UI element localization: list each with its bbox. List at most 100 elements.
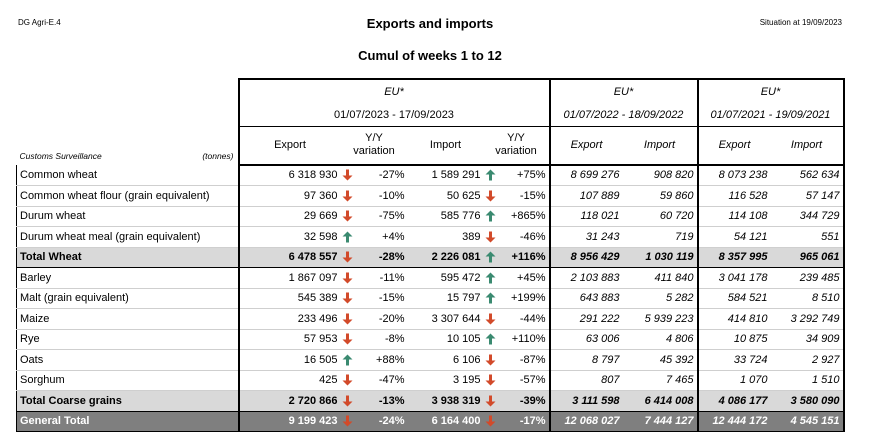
row-name: Durum wheat <box>16 206 239 227</box>
table-row: Maize 233 496 -20% 3 307 644 -44% 291 222 5 93… <box>16 308 845 330</box>
import-2021-value: 344 729 <box>770 206 845 227</box>
arrow-down-icon <box>340 308 355 330</box>
table-row: Durum wheat meal (grain equivalent) 32 59… <box>16 226 845 248</box>
import-value: 6 164 400 <box>407 410 484 432</box>
export-variation: -27% <box>354 164 408 186</box>
col-export-variation: Y/Y variation <box>340 126 408 166</box>
export-variation: -15% <box>354 288 408 309</box>
export-2022-value: 807 <box>549 370 623 391</box>
import-2022-value: 5 282 <box>622 288 699 309</box>
col-import: Import <box>407 126 484 166</box>
export-2022-value: 8 699 276 <box>549 164 623 186</box>
export-2022-value: 118 021 <box>549 206 623 227</box>
export-2022-value: 3 111 598 <box>549 390 623 412</box>
import-2022-value: 908 820 <box>622 164 699 186</box>
row-name: Malt (grain equivalent) <box>16 288 239 309</box>
group-label-2023: EU* <box>237 78 551 103</box>
table-row: Barley 1 867 097 -11% 595 472 +45% 2 103 883 4… <box>16 267 845 289</box>
row-name: Oats <box>16 349 239 371</box>
import-variation: +110% <box>497 329 551 350</box>
table-row: Sorghum 425 -47% 3 195 -57% 807 7 465 1 070 1 51… <box>16 370 845 391</box>
export-variation: +4% <box>354 226 408 248</box>
import-2022-value: 7 465 <box>622 370 699 391</box>
export-variation: -11% <box>354 267 408 289</box>
import-2022-value: 411 840 <box>622 267 699 289</box>
arrow-up-icon <box>483 267 498 289</box>
grand-total-row: General Total 9 199 423 -24% 6 164 400 -17% 1… <box>16 410 845 432</box>
total-row: Total Wheat 6 478 557 -28% 2 226 081 +116% 8 … <box>16 246 845 268</box>
arrow-down-icon <box>340 288 355 309</box>
export-2021-value: 414 810 <box>697 308 771 330</box>
export-variation: -28% <box>354 246 408 268</box>
import-variation: -15% <box>497 185 551 207</box>
export-2021-value: 8 357 995 <box>697 246 771 268</box>
export-value: 1 867 097 <box>237 267 341 289</box>
import-2022-value: 1 030 119 <box>622 246 699 268</box>
period-2021: 01/07/2021 - 19/09/2021 <box>697 103 845 127</box>
unit-label: (tonnes) <box>202 150 234 161</box>
arrow-down-icon <box>340 206 355 227</box>
import-variation: -46% <box>497 226 551 248</box>
import-2021-value: 3 292 749 <box>770 308 845 330</box>
col-import-2021: Import <box>770 126 845 166</box>
import-value: 3 195 <box>407 370 484 391</box>
import-value: 10 105 <box>407 329 484 350</box>
table-row: Durum wheat 29 669 -75% 585 776 +865% 118 021… <box>16 206 845 227</box>
import-2022-value: 7 444 127 <box>622 410 699 432</box>
export-value: 16 505 <box>237 349 341 371</box>
import-variation: -87% <box>497 349 551 371</box>
import-variation: +75% <box>497 164 551 186</box>
import-value: 3 307 644 <box>407 308 484 330</box>
table-row: Common wheat 6 318 930 -27% 1 589 291 +75% 8 … <box>16 164 845 186</box>
arrow-up-icon <box>483 206 498 227</box>
import-2021-value: 551 <box>770 226 845 248</box>
arrow-down-icon <box>483 410 498 432</box>
import-2022-value: 60 720 <box>622 206 699 227</box>
arrow-up-icon <box>483 288 498 309</box>
group-label-2022: EU* <box>549 78 699 103</box>
export-2021-value: 54 121 <box>697 226 771 248</box>
arrow-down-icon <box>483 370 498 391</box>
import-value: 6 106 <box>407 349 484 371</box>
table-row: Malt (grain equivalent) 545 389 -15% 15 797… <box>16 288 845 309</box>
export-value: 2 720 866 <box>237 390 341 412</box>
group-label-2021: EU* <box>697 78 845 103</box>
export-2022-value: 643 883 <box>549 288 623 309</box>
total-row: Total Coarse grains 2 720 866 -13% 3 938 31… <box>16 390 845 412</box>
arrow-down-icon <box>483 308 498 330</box>
import-2021-value: 2 927 <box>770 349 845 371</box>
import-2021-value: 4 545 151 <box>770 410 845 432</box>
import-2021-value: 8 510 <box>770 288 845 309</box>
arrow-up-icon <box>340 226 355 248</box>
export-2022-value: 8 956 429 <box>549 246 623 268</box>
customs-surveillance-label: Customs Surveillance <box>19 150 102 161</box>
import-variation: -57% <box>497 370 551 391</box>
row-name: Common wheat <box>16 164 239 186</box>
export-2021-value: 116 528 <box>697 185 771 207</box>
export-2021-value: 114 108 <box>697 206 771 227</box>
report-title: Exports and imports <box>366 16 494 31</box>
import-variation: -44% <box>497 308 551 330</box>
import-value: 1 589 291 <box>407 164 484 186</box>
row-name: General Total <box>16 410 239 432</box>
export-variation: -75% <box>354 206 408 227</box>
export-2022-value: 63 006 <box>549 329 623 350</box>
row-header-cell: (tonnes) Customs Surveillance <box>17 127 239 165</box>
import-2022-value: 45 392 <box>622 349 699 371</box>
import-2021-value: 34 909 <box>770 329 845 350</box>
col-export-2022: Export <box>549 126 623 166</box>
export-variation: -47% <box>354 370 408 391</box>
row-name: Maize <box>16 308 239 330</box>
import-2022-value: 59 860 <box>622 185 699 207</box>
import-2021-value: 965 061 <box>770 246 845 268</box>
export-2022-value: 8 797 <box>549 349 623 371</box>
import-variation: +199% <box>497 288 551 309</box>
import-2021-value: 562 634 <box>770 164 845 186</box>
export-2021-value: 3 041 178 <box>697 267 771 289</box>
arrow-down-icon <box>483 390 498 412</box>
import-value: 3 938 319 <box>407 390 484 412</box>
export-2022-value: 107 889 <box>549 185 623 207</box>
arrow-down-icon <box>340 185 355 207</box>
arrow-down-icon <box>483 185 498 207</box>
export-value: 57 953 <box>237 329 341 350</box>
